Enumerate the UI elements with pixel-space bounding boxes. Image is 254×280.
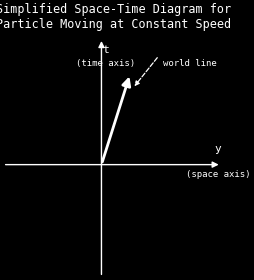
Text: (time axis): (time axis) — [76, 59, 135, 68]
Title: Simplified Space-Time Diagram for
Particle Moving at Constant Speed: Simplified Space-Time Diagram for Partic… — [0, 3, 231, 31]
Text: y: y — [215, 144, 221, 154]
Text: (space axis): (space axis) — [186, 170, 250, 179]
Text: world line: world line — [163, 59, 217, 68]
Text: t: t — [102, 45, 109, 55]
